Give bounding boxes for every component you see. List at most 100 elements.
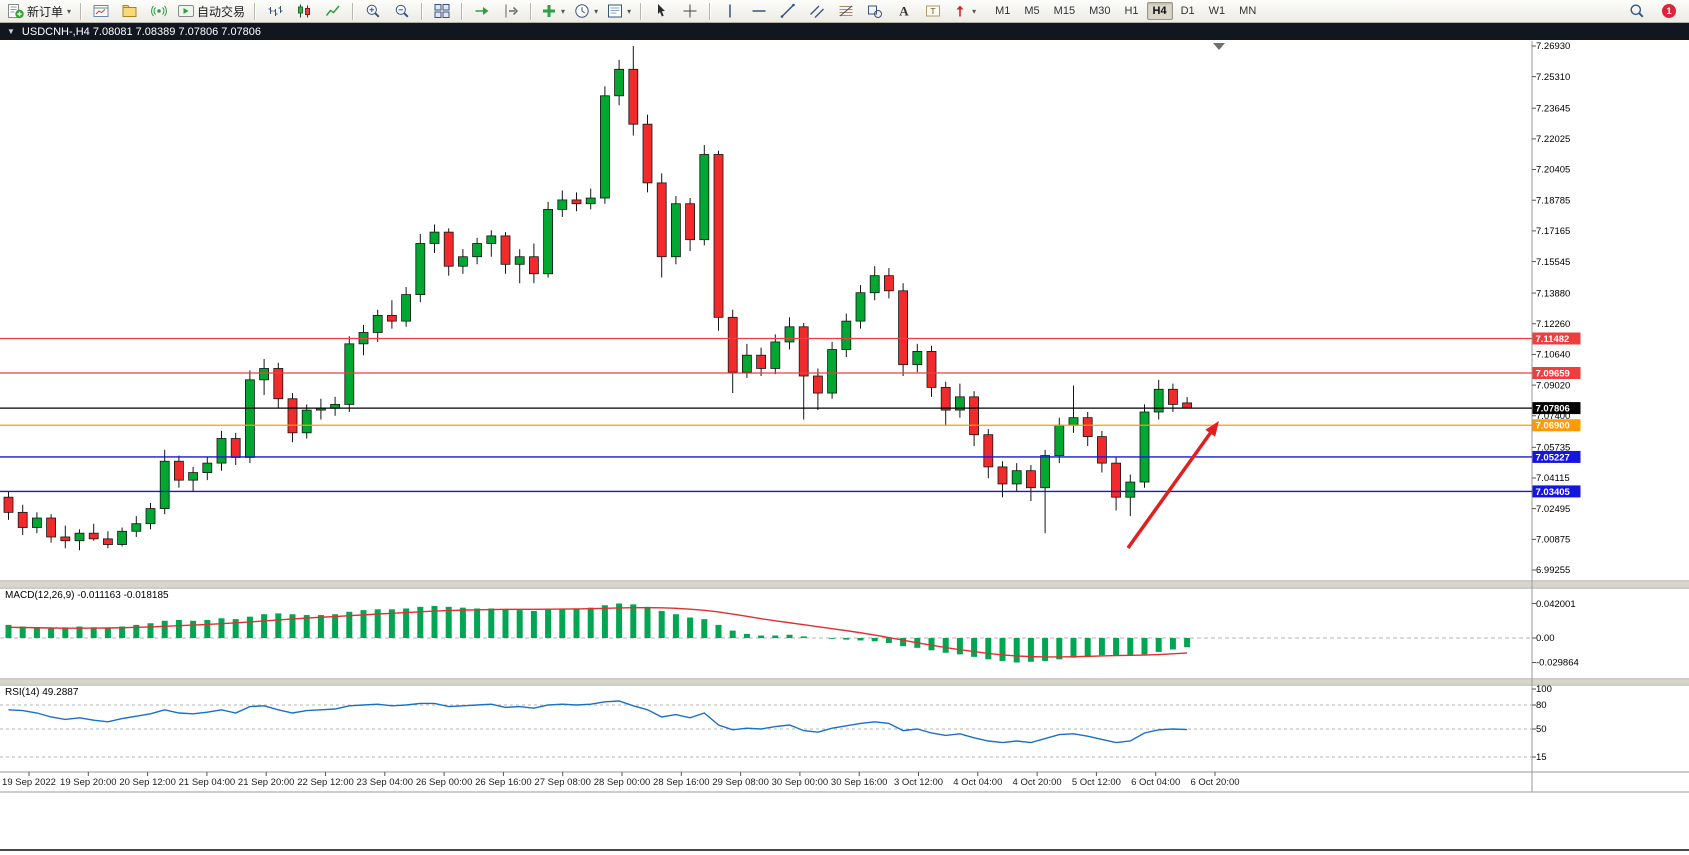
timeframe-h1-button[interactable]: H1 bbox=[1124, 5, 1139, 17]
horizontal-line-button[interactable] bbox=[745, 0, 773, 22]
text-button[interactable]: A bbox=[890, 0, 918, 22]
chart-title: USDCNH-,H4 7.08081 7.08389 7.07806 7.078… bbox=[21, 25, 262, 38]
toolbar-separator bbox=[461, 2, 464, 20]
auto-scroll-button[interactable] bbox=[468, 0, 496, 22]
toolbar: 新订单 ▾ 自动交易 ▾ ▾ ▾ A T ▾ M1 M5 M15 M30 H1 H4 D1 W1 MN 1 bbox=[0, 0, 1689, 23]
auto-trading-button[interactable]: 自动交易 bbox=[174, 0, 249, 22]
svg-text:7.07400: 7.07400 bbox=[1536, 411, 1570, 422]
svg-text:28 Sep 16:00: 28 Sep 16:00 bbox=[653, 777, 710, 788]
svg-text:29 Sep 08:00: 29 Sep 08:00 bbox=[712, 777, 769, 788]
timeframe-mn-button[interactable]: MN bbox=[1239, 5, 1257, 17]
svg-text:6 Oct 04:00: 6 Oct 04:00 bbox=[1131, 777, 1180, 788]
svg-text:28 Sep 00:00: 28 Sep 00:00 bbox=[594, 777, 651, 788]
timeframe-d1-button[interactable]: D1 bbox=[1180, 5, 1195, 17]
cursor-button[interactable] bbox=[647, 0, 675, 22]
rsi-indicator-label: RSI(14) 49.2887 bbox=[5, 687, 79, 698]
periods-button[interactable]: ▾ bbox=[570, 0, 602, 22]
price-tag-7.05227: 7.05227 bbox=[1536, 452, 1570, 463]
text-label-button[interactable]: T bbox=[919, 0, 947, 22]
arrows-button[interactable]: ▾ bbox=[948, 0, 980, 22]
svg-text:80: 80 bbox=[1536, 700, 1547, 711]
horizontal-price-lines[interactable] bbox=[0, 337, 1532, 493]
equidistant-channel-button[interactable] bbox=[803, 0, 831, 22]
svg-text:4 Oct 04:00: 4 Oct 04:00 bbox=[953, 777, 1002, 788]
timeframe-m15-button[interactable]: M15 bbox=[1053, 5, 1076, 17]
vertical-line-button[interactable] bbox=[716, 0, 744, 22]
svg-text:3 Oct 12:00: 3 Oct 12:00 bbox=[894, 777, 943, 788]
svg-text:7.15545: 7.15545 bbox=[1536, 257, 1570, 268]
panel-splitter[interactable] bbox=[0, 582, 1689, 587]
svg-text:30 Sep 16:00: 30 Sep 16:00 bbox=[831, 777, 888, 788]
timeframe-m30-button[interactable]: M30 bbox=[1089, 5, 1111, 17]
svg-text:27 Sep 08:00: 27 Sep 08:00 bbox=[534, 777, 591, 788]
chevron-down-icon: ▾ bbox=[561, 6, 566, 16]
timeframe-bar: M1 M5 M15 M30 H1 H4 D1 W1 MN bbox=[989, 2, 1262, 20]
toolbar-right: 1 bbox=[1623, 0, 1685, 22]
svg-text:7.09020: 7.09020 bbox=[1536, 380, 1570, 391]
profiles-button[interactable] bbox=[116, 0, 144, 22]
new-chart-button[interactable] bbox=[87, 0, 115, 22]
sounds-button[interactable] bbox=[145, 0, 173, 22]
timeframe-h4-button[interactable]: H4 bbox=[1146, 2, 1173, 20]
chart-shift-marker[interactable] bbox=[1213, 43, 1225, 50]
zoom-out-button[interactable] bbox=[388, 0, 416, 22]
timeframe-m1-button[interactable]: M1 bbox=[995, 5, 1011, 17]
svg-text:26 Sep 16:00: 26 Sep 16:00 bbox=[475, 777, 532, 788]
price-tag-7.09659: 7.09659 bbox=[1536, 369, 1570, 380]
indicators-button[interactable]: ▾ bbox=[537, 0, 569, 22]
bar-chart-button[interactable] bbox=[261, 0, 289, 22]
timeframe-m5-button[interactable]: M5 bbox=[1024, 5, 1040, 17]
timeframe-w1-button[interactable]: W1 bbox=[1208, 5, 1226, 17]
chevron-down-icon[interactable]: ▼ bbox=[7, 26, 15, 36]
svg-text:19 Sep 2022: 19 Sep 2022 bbox=[2, 777, 56, 788]
svg-text:T: T bbox=[930, 6, 935, 16]
time-axis[interactable]: 19 Sep 2022 19 Sep 20:00 20 Sep 12:00 21 Se… bbox=[2, 772, 1240, 788]
chevron-down-icon: ▾ bbox=[594, 6, 599, 16]
chart-shift-button[interactable] bbox=[497, 0, 525, 22]
svg-text:0.042001: 0.042001 bbox=[1536, 599, 1576, 610]
macd-panel: 0.042001 0.00 -0.029864 bbox=[0, 599, 1579, 669]
crosshair-button[interactable] bbox=[676, 0, 704, 22]
macd-axis[interactable]: 0.042001 0.00 -0.029864 bbox=[1532, 599, 1579, 669]
toolbar-separator bbox=[352, 2, 355, 20]
shapes-button[interactable] bbox=[861, 0, 889, 22]
toolbar-separator bbox=[530, 2, 533, 20]
svg-text:7.13880: 7.13880 bbox=[1536, 288, 1570, 299]
chart-title-bar[interactable]: ▼ USDCNH-,H4 7.08081 7.08389 7.07806 7.0… bbox=[0, 23, 1689, 40]
trendline-button[interactable] bbox=[774, 0, 802, 22]
macd-histogram bbox=[5, 603, 1191, 663]
notifications-button[interactable]: 1 bbox=[1655, 0, 1683, 22]
new-order-button[interactable]: 新订单 ▾ bbox=[4, 0, 75, 22]
tile-windows-button[interactable] bbox=[428, 0, 456, 22]
svg-text:5 Oct 12:00: 5 Oct 12:00 bbox=[1072, 777, 1121, 788]
svg-text:7.26930: 7.26930 bbox=[1536, 41, 1570, 52]
rsi-panel: 100 80 50 15 bbox=[0, 684, 1552, 763]
price-tag-7.06900: 7.06900 bbox=[1536, 421, 1570, 432]
toolbar-separator bbox=[80, 2, 83, 20]
rsi-axis[interactable]: 100 80 50 15 bbox=[1532, 684, 1552, 763]
fibonacci-button[interactable] bbox=[832, 0, 860, 22]
trend-arrow-annotation[interactable] bbox=[1126, 421, 1219, 550]
svg-text:20 Sep 12:00: 20 Sep 12:00 bbox=[119, 777, 176, 788]
toolbar-separator bbox=[421, 2, 424, 20]
templates-button[interactable]: ▾ bbox=[603, 0, 635, 22]
svg-text:21 Sep 20:00: 21 Sep 20:00 bbox=[238, 777, 295, 788]
chevron-down-icon: ▾ bbox=[67, 6, 72, 16]
zoom-in-button[interactable] bbox=[359, 0, 387, 22]
svg-text:26 Sep 00:00: 26 Sep 00:00 bbox=[416, 777, 473, 788]
svg-text:7.12260: 7.12260 bbox=[1536, 319, 1570, 330]
macd-indicator-label: MACD(12,26,9) -0.011163 -0.018185 bbox=[5, 590, 169, 601]
candlestick-series bbox=[3, 46, 1192, 551]
toolbar-separator bbox=[254, 2, 257, 20]
svg-text:7.23645: 7.23645 bbox=[1536, 103, 1570, 114]
line-chart-button[interactable] bbox=[319, 0, 347, 22]
price-axis[interactable]: 7.26930 7.25310 7.23645 7.22025 7.20405 7.187… bbox=[1532, 41, 1581, 576]
price-tag-7.03405: 7.03405 bbox=[1536, 487, 1571, 498]
panel-splitter[interactable] bbox=[0, 680, 1689, 684]
quick-search-button[interactable] bbox=[1623, 0, 1651, 22]
chevron-down-icon: ▾ bbox=[627, 6, 632, 16]
svg-text:6.99255: 6.99255 bbox=[1536, 565, 1570, 576]
candle-chart-button[interactable] bbox=[290, 0, 318, 22]
